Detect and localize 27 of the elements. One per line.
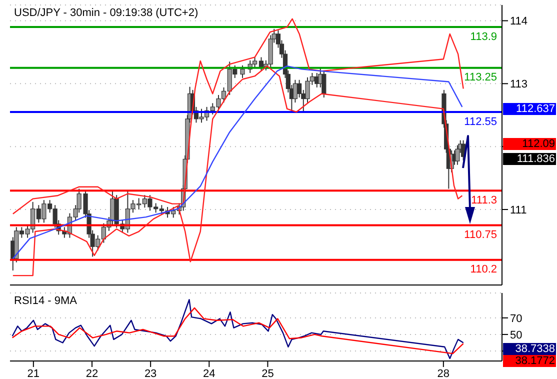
y-tick-label: 111 (510, 204, 527, 216)
ref-line-label: 113.25 (464, 72, 497, 84)
candlestick (240, 64, 245, 78)
chart-title: USD/JPY - 30min - 09:19:38 (UTC+2) (14, 7, 198, 19)
ref-line-label: 112.55 (464, 116, 497, 128)
y-tick-label: 70 (510, 312, 522, 325)
text: 38.1772 (503, 355, 556, 367)
x-tick-label: 24 (203, 368, 216, 379)
y-tick-label: 114 (510, 16, 528, 28)
chart-title: RSI14 - 9MA (14, 295, 77, 307)
text: 38.7338 (503, 343, 556, 355)
y-tick-label: 50 (510, 329, 522, 342)
text: 112.09 (503, 138, 556, 150)
x-tick-label: 28 (437, 368, 450, 379)
candlestick (322, 70, 326, 98)
text: 112.637 (503, 103, 556, 115)
x-tick-label: 23 (144, 368, 157, 379)
ref-line-label: 110.75 (464, 229, 497, 242)
ref-line-label: 110.2 (470, 264, 497, 276)
text: 111.836 (503, 153, 556, 165)
y-tick-label: 113 (510, 78, 528, 91)
line-series (12, 307, 464, 354)
x-tick-label: 21 (27, 368, 40, 379)
x-tick-label: 22 (86, 368, 98, 379)
x-tick-label: 25 (262, 368, 274, 379)
ref-line-label: 113.9 (470, 30, 497, 43)
ref-line-label: 111.3 (471, 194, 497, 206)
